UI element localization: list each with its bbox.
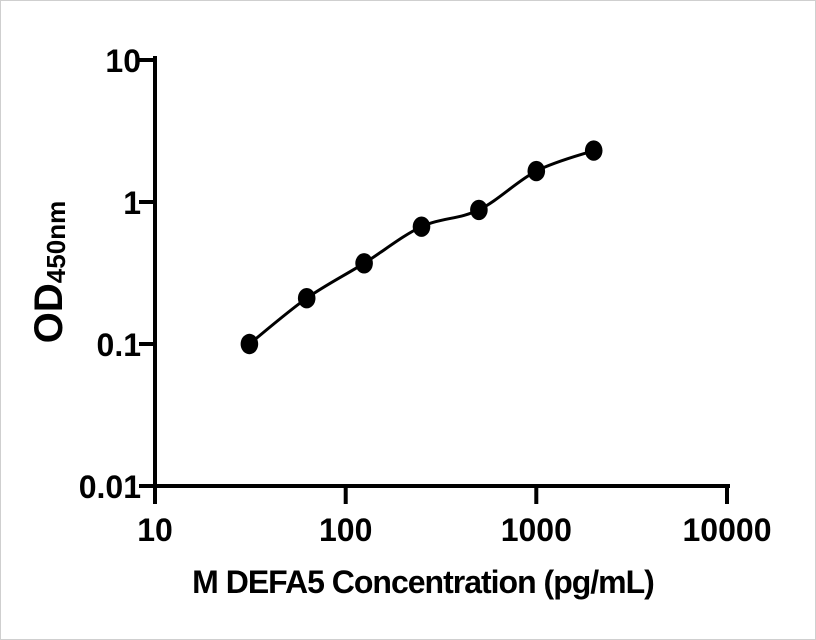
x-tick-label: 100: [319, 512, 372, 548]
data-point-marker: [297, 288, 316, 309]
data-point-marker: [470, 199, 488, 221]
series-layer: [240, 140, 603, 355]
x-tick-label: 10: [137, 512, 173, 548]
axes-layer: [153, 56, 730, 488]
x-tick-label: 10000: [683, 512, 772, 548]
x-axis-title: M DEFA5 Concentration (pg/mL): [192, 564, 654, 600]
y-axis-title-subscript: 450nm: [41, 201, 71, 283]
y-axis-title: OD450nm: [27, 201, 71, 343]
y-tick-label: 0.01: [79, 469, 141, 505]
x-tick-label: 1000: [501, 512, 572, 548]
y-tick-label: 1: [123, 185, 141, 221]
data-point-marker: [355, 253, 373, 274]
data-point-marker: [240, 333, 259, 355]
data-point-marker: [412, 216, 431, 237]
y-tick-label: 0.1: [97, 327, 141, 363]
y-tick-label: 10: [105, 43, 141, 79]
ticks-layer: 10 1 0.1 0.01 10 100 1000 10000: [79, 43, 772, 548]
data-point-marker: [527, 160, 546, 182]
y-axis-title-main: OD: [27, 283, 71, 343]
fit-curve: [248, 149, 595, 346]
data-point-marker: [584, 140, 603, 161]
